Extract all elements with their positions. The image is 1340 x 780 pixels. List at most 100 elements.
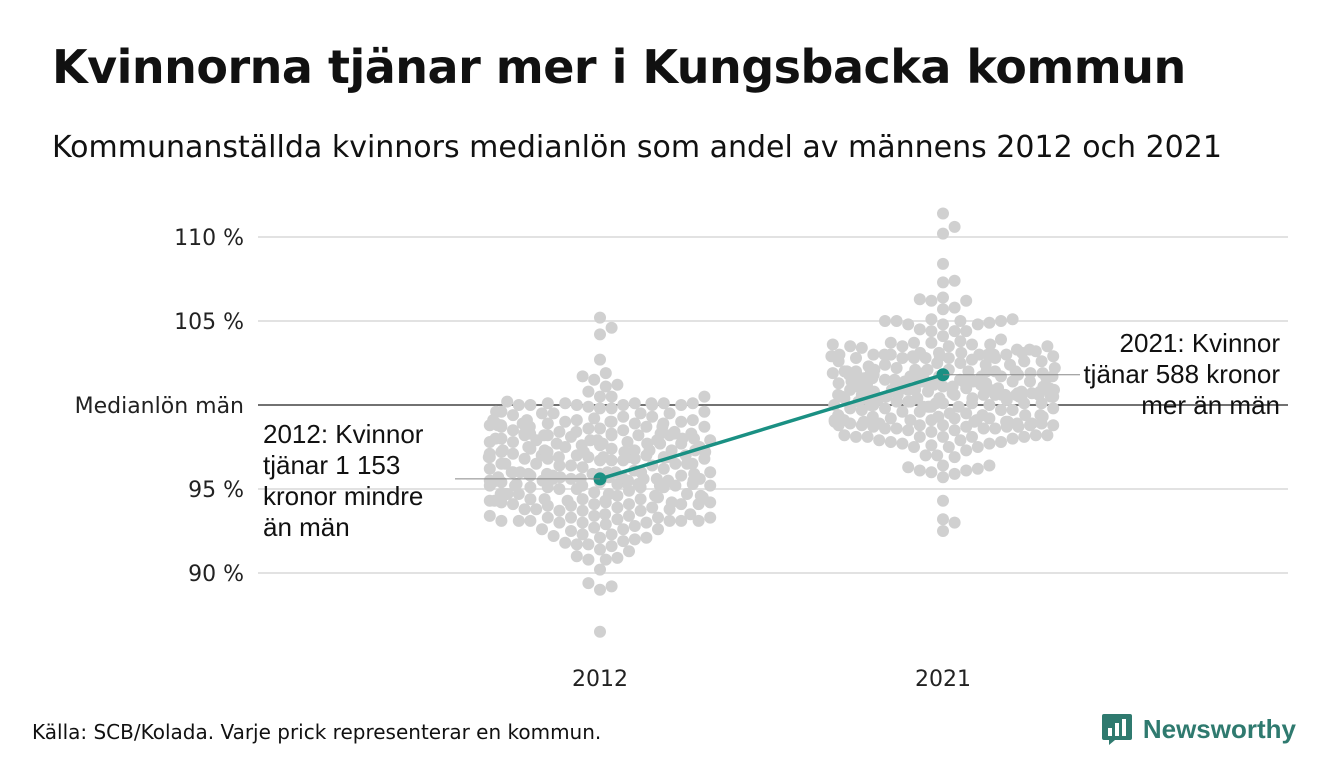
municipality-dot <box>983 437 996 450</box>
municipality-dot <box>576 493 589 506</box>
municipality-dot <box>628 520 641 532</box>
municipality-dot <box>628 533 641 546</box>
municipality-dot <box>646 410 659 423</box>
municipality-dot <box>675 469 688 482</box>
municipality-dot <box>605 528 618 541</box>
municipality-dot <box>913 464 926 477</box>
municipality-dot <box>948 325 961 338</box>
municipality-dot <box>524 399 537 411</box>
municipality-dot <box>857 415 870 428</box>
municipality-dot <box>948 516 961 529</box>
municipality-dot <box>576 504 589 517</box>
municipality-dot <box>496 444 509 457</box>
municipality-dot <box>937 303 949 316</box>
municipality-dot <box>879 373 891 386</box>
municipality-dot <box>982 348 994 361</box>
municipality-dot <box>937 471 949 484</box>
municipality-dot <box>611 501 624 514</box>
municipality-dot <box>668 425 681 438</box>
municipality-dot <box>686 414 699 427</box>
municipality-dot <box>971 318 984 331</box>
municipality-dot <box>584 434 597 447</box>
municipality-dot <box>942 441 955 453</box>
municipality-dot <box>617 535 630 548</box>
municipality-dot <box>520 414 533 427</box>
municipality-dot <box>704 479 717 492</box>
municipality-dot <box>588 498 601 511</box>
reference-line-label: Medianlön män <box>75 394 244 419</box>
municipality-dot <box>605 321 618 334</box>
municipality-dot <box>937 276 949 289</box>
municipality-dot <box>541 417 554 430</box>
y-tick-label: 90 % <box>188 562 244 587</box>
municipality-dot <box>976 409 989 422</box>
municipality-dot <box>919 449 932 462</box>
municipality-dot <box>896 340 909 353</box>
municipality-dot <box>522 441 535 453</box>
municipality-dot <box>611 378 624 391</box>
municipality-dot <box>605 390 618 403</box>
municipality-dot <box>850 352 862 364</box>
municipality-dot <box>594 328 606 341</box>
municipality-dot <box>617 424 630 437</box>
municipality-dot <box>514 466 527 479</box>
municipality-dot <box>552 451 565 464</box>
municipality-dot <box>628 417 641 430</box>
municipality-dot <box>937 525 949 537</box>
municipality-dot <box>896 405 909 418</box>
municipality-dot <box>973 348 986 361</box>
newsworthy-logo-icon <box>1101 714 1132 745</box>
municipality-dot <box>833 348 846 361</box>
municipality-dot <box>657 462 670 475</box>
municipality-dot <box>599 508 612 521</box>
municipality-dot <box>507 409 519 422</box>
municipality-dot <box>505 466 518 479</box>
municipality-dot <box>570 538 583 551</box>
municipality-dot <box>937 318 949 331</box>
municipality-dot <box>921 363 934 376</box>
municipality-dot <box>538 429 551 442</box>
municipality-dot <box>594 543 606 556</box>
municipality-dot <box>943 407 956 420</box>
municipality-dot <box>602 488 615 500</box>
municipality-dot <box>582 553 595 566</box>
municipality-dot <box>599 380 612 393</box>
municipality-dot <box>605 402 618 415</box>
municipality-dot <box>909 363 922 376</box>
municipality-dot <box>553 483 566 495</box>
municipality-dot <box>1041 429 1054 442</box>
municipality-dot <box>576 461 589 474</box>
municipality-dot <box>605 442 618 455</box>
municipality-dot <box>588 521 601 534</box>
municipality-dot <box>983 459 996 472</box>
municipality-dot <box>618 446 631 458</box>
municipality-dot <box>995 404 1007 416</box>
municipality-dot <box>499 457 512 470</box>
municipality-dot <box>669 457 682 470</box>
municipality-dot <box>617 399 630 411</box>
municipality-dot <box>948 451 961 464</box>
municipality-dot <box>650 472 663 485</box>
axis-labels: 90 % 95 % 105 % 110 % Medianlön män 2012 2021 <box>75 226 971 692</box>
municipality-dot <box>632 429 645 442</box>
municipality-dot <box>605 540 618 553</box>
annotation-2021-line: 2021: Kvinnor <box>1120 328 1281 358</box>
municipality-dot <box>954 373 967 386</box>
municipality-dot <box>553 425 566 438</box>
municipality-dot <box>1047 350 1060 363</box>
municipality-dot <box>1036 367 1049 380</box>
municipality-dot <box>933 346 945 359</box>
municipality-dot <box>983 316 996 329</box>
municipality-dot <box>628 444 641 457</box>
municipality-dot <box>536 523 548 536</box>
municipality-dot <box>1019 409 1032 422</box>
municipality-dot <box>512 399 525 411</box>
municipality-dot <box>1024 367 1037 380</box>
municipality-dot <box>890 315 903 327</box>
municipality-dot <box>960 325 973 338</box>
municipality-dot <box>675 498 688 511</box>
municipality-dot <box>925 325 938 338</box>
municipality-dot <box>1041 340 1054 353</box>
municipality-dot <box>1018 430 1031 443</box>
